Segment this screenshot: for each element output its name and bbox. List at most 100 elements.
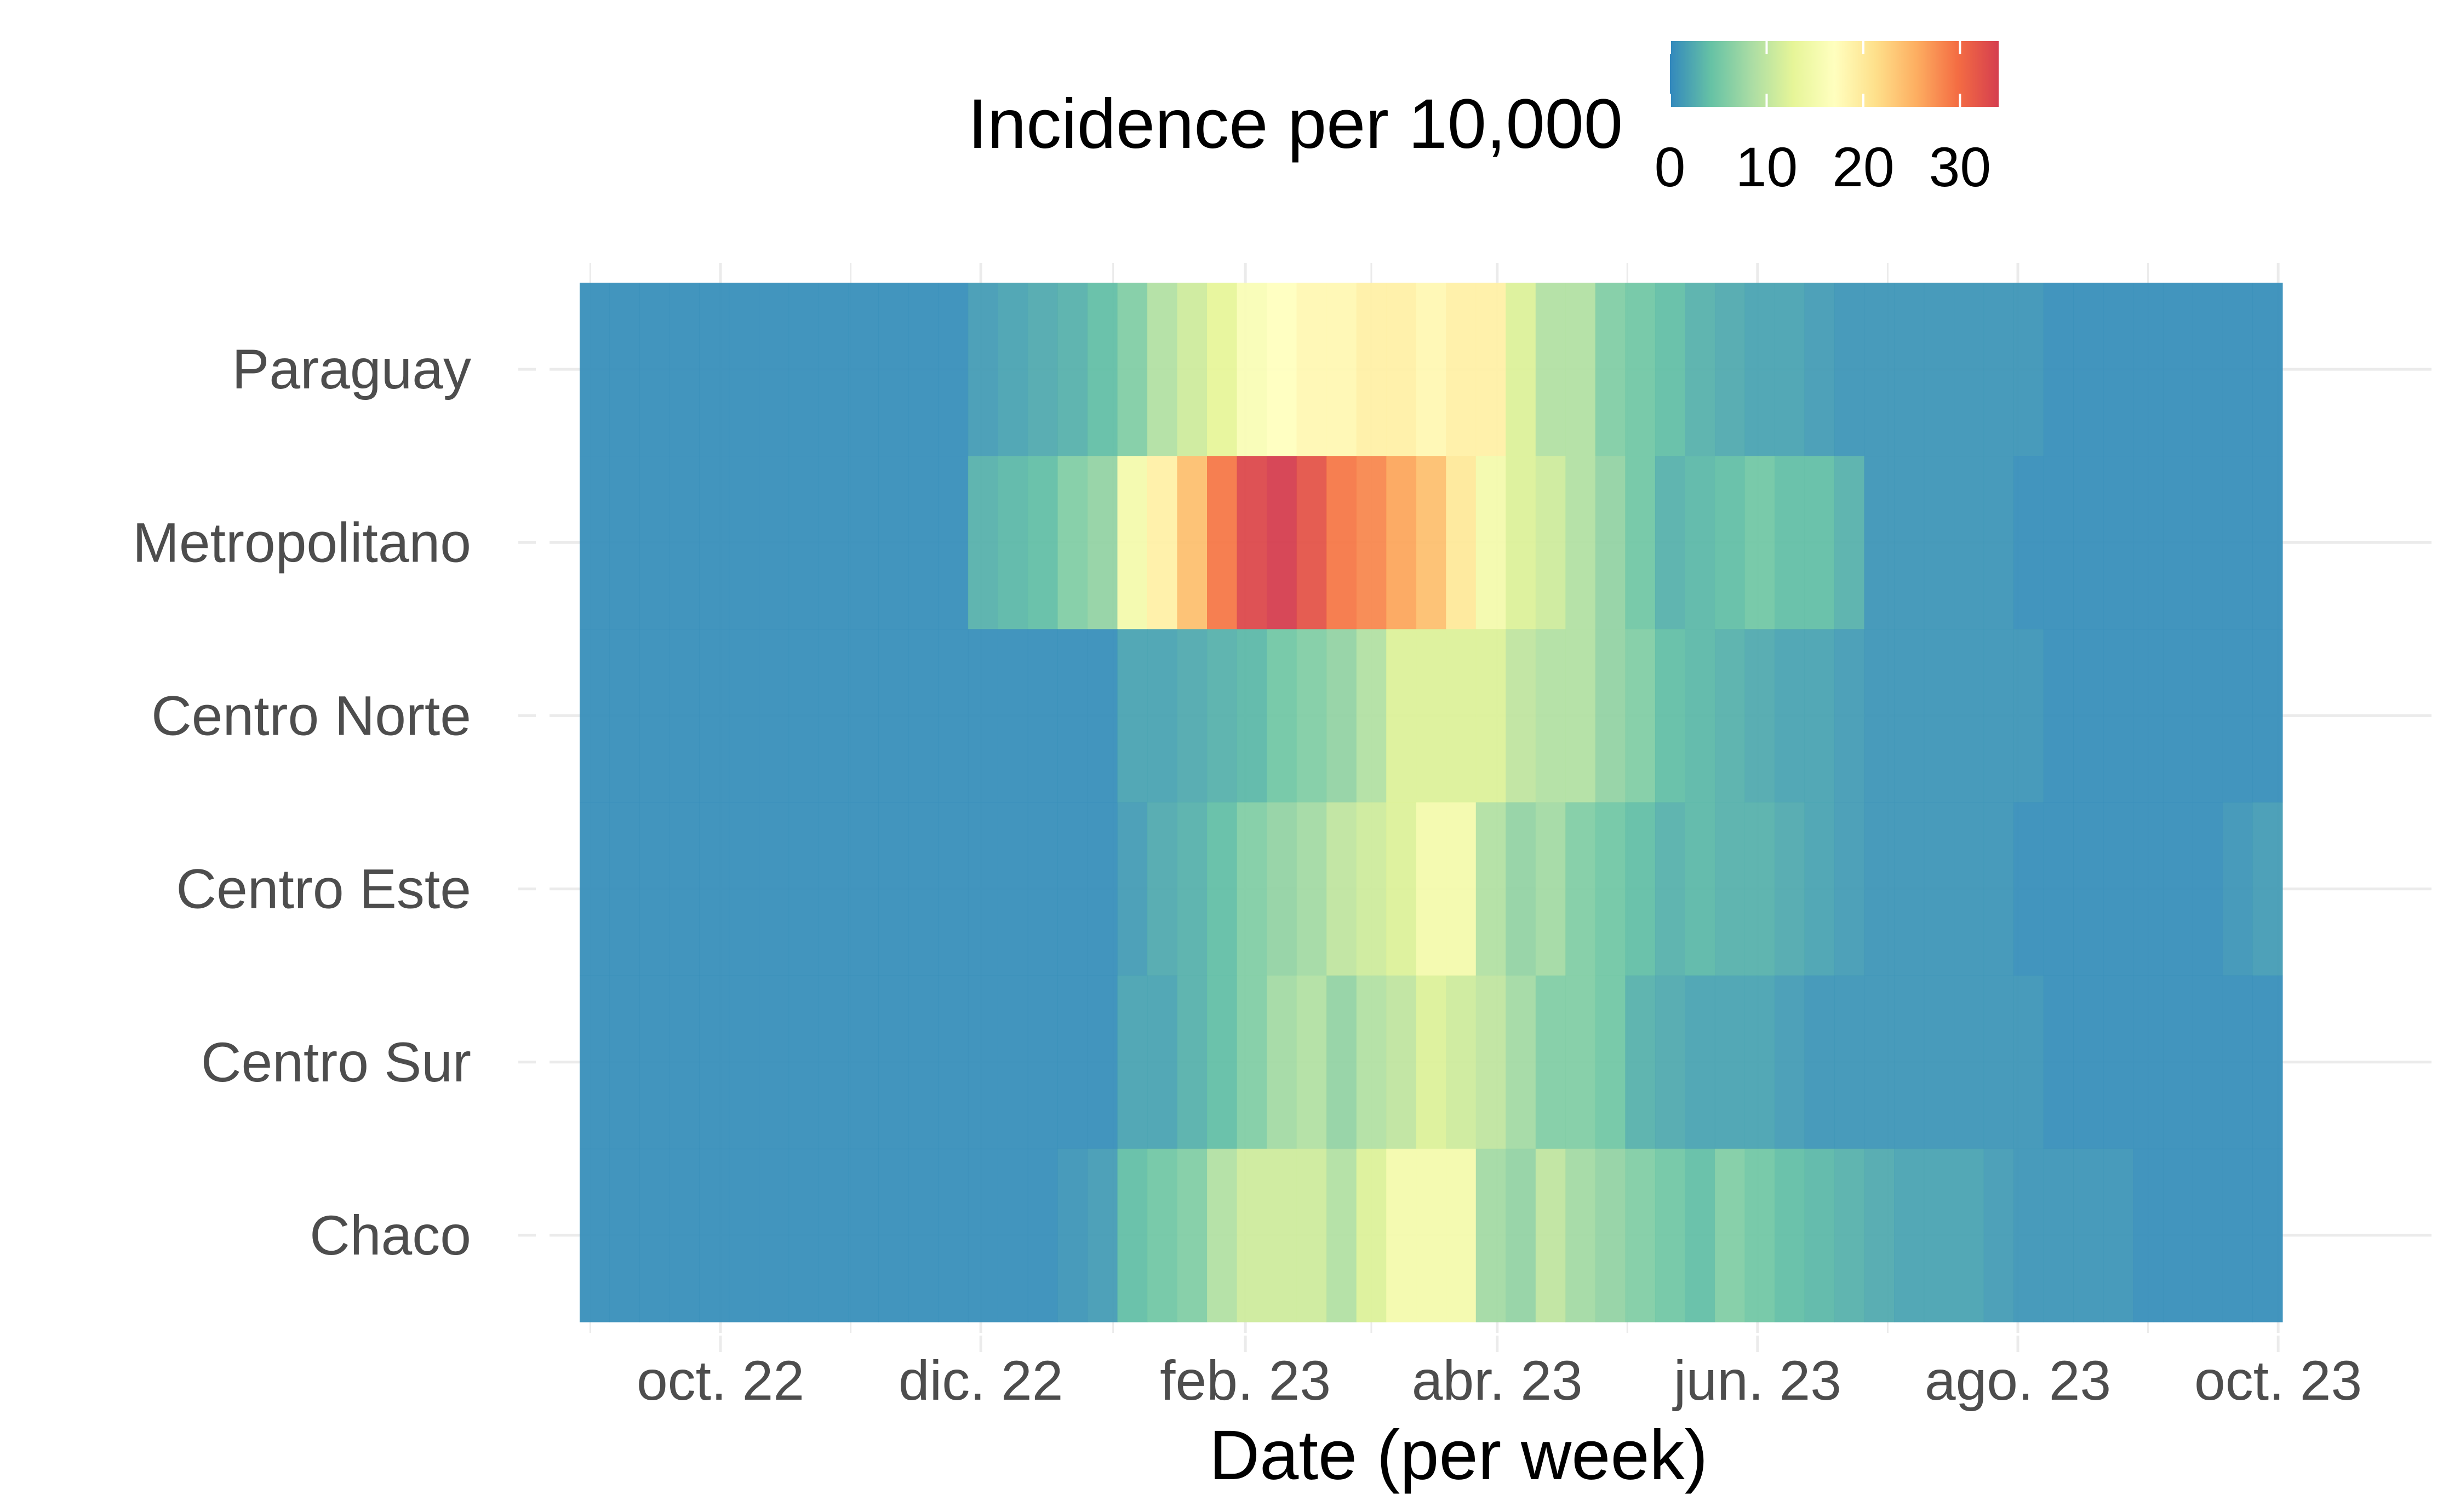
heatmap-cell bbox=[639, 1148, 670, 1322]
heatmap-cell bbox=[669, 975, 700, 1149]
heatmap-cell bbox=[1027, 802, 1059, 976]
heatmap-cell bbox=[1147, 1148, 1178, 1322]
heatmap-cell bbox=[1983, 975, 2014, 1149]
heatmap-cell bbox=[1535, 283, 1566, 456]
heatmap-cell bbox=[1506, 975, 1536, 1149]
heatmap-cell bbox=[1894, 283, 1925, 456]
heatmap-cell bbox=[1744, 283, 1775, 456]
heatmap-cell bbox=[1685, 283, 1715, 456]
heatmap-cell bbox=[1087, 456, 1118, 629]
heatmap-cell bbox=[1117, 1148, 1148, 1322]
heatmap-cell bbox=[759, 283, 789, 456]
heatmap-cell bbox=[998, 802, 1028, 976]
heatmap-cell bbox=[639, 975, 670, 1149]
heatmap-cell bbox=[938, 629, 969, 803]
heatmap-cell bbox=[609, 1148, 640, 1322]
heatmap-cell bbox=[1446, 1148, 1477, 1322]
heatmap-cell bbox=[1057, 802, 1088, 976]
heatmap-cell bbox=[2013, 629, 2044, 803]
heatmap-cell bbox=[1147, 283, 1178, 456]
heatmap-cell bbox=[1057, 283, 1088, 456]
heatmap-cell bbox=[1326, 456, 1357, 629]
heatmap-cell bbox=[1475, 975, 1506, 1149]
heatmap-cell bbox=[1207, 456, 1238, 629]
heatmap-cell bbox=[2043, 456, 2074, 629]
heatmap-cell bbox=[729, 629, 759, 803]
heatmap-cell bbox=[1446, 802, 1477, 976]
heatmap-cell bbox=[759, 802, 789, 976]
heatmap-cell bbox=[1237, 629, 1267, 803]
heatmap-cell bbox=[1386, 629, 1417, 803]
heatmap-cell bbox=[2252, 283, 2283, 456]
heatmap-cell bbox=[2043, 283, 2074, 456]
heatmap-cell bbox=[1207, 802, 1238, 976]
heatmap-cell bbox=[1356, 975, 1387, 1149]
heatmap-cell bbox=[1775, 1148, 1805, 1322]
heatmap-cell bbox=[1416, 1148, 1446, 1322]
heatmap-cell bbox=[1954, 802, 1984, 976]
heatmap-cell bbox=[669, 629, 700, 803]
heatmap-cell bbox=[639, 802, 670, 976]
heatmap-cell bbox=[1775, 283, 1805, 456]
heatmap-cell bbox=[1416, 975, 1446, 1149]
heatmap-cell bbox=[2073, 283, 2104, 456]
y-axis: Paraguay Metropolitano Centro Norte Centro … bbox=[133, 338, 536, 1267]
heatmap-cell bbox=[2073, 456, 2104, 629]
heatmap-cell bbox=[699, 456, 730, 629]
heatmap-cell bbox=[2043, 1148, 2074, 1322]
heatmap-cell bbox=[1326, 802, 1357, 976]
y-tick-label: Metropolitano bbox=[133, 511, 471, 574]
heatmap-cell bbox=[2073, 802, 2104, 976]
heatmap-cell bbox=[1087, 1148, 1118, 1322]
heatmap-cell bbox=[1356, 629, 1387, 803]
heatmap-cell bbox=[938, 802, 969, 976]
heatmap-cell bbox=[1326, 283, 1357, 456]
heatmap-cell bbox=[1744, 456, 1775, 629]
heatmap-cell bbox=[2162, 802, 2193, 976]
heatmap-cell bbox=[1296, 629, 1327, 803]
heatmap-cell bbox=[2252, 629, 2283, 803]
y-tick-label: Paraguay bbox=[232, 338, 471, 400]
heatmap-cell bbox=[1475, 456, 1506, 629]
heatmap-cell bbox=[2252, 802, 2283, 976]
heatmap-cell bbox=[639, 283, 670, 456]
heatmap-cell bbox=[1296, 975, 1327, 1149]
heatmap-cell bbox=[609, 456, 640, 629]
heatmap-cell bbox=[848, 456, 879, 629]
heatmap-cell bbox=[2193, 456, 2223, 629]
heatmap-cell bbox=[908, 975, 939, 1149]
heatmap-cell bbox=[2103, 1148, 2133, 1322]
heatmap-cell bbox=[729, 802, 759, 976]
heatmap-cell bbox=[1267, 802, 1297, 976]
heatmap-cell bbox=[1894, 975, 1925, 1149]
heatmap-cell bbox=[1744, 1148, 1775, 1322]
heatmap-cell bbox=[1207, 975, 1238, 1149]
heatmap-cell bbox=[878, 283, 909, 456]
heatmap-cell bbox=[729, 283, 759, 456]
heatmap-cell bbox=[1475, 1148, 1506, 1322]
heatmap-cell bbox=[1655, 975, 1686, 1149]
heatmap-cell bbox=[1685, 1148, 1715, 1322]
x-tick-label: dic. 22 bbox=[899, 1349, 1063, 1412]
heatmap-tiles bbox=[580, 283, 2283, 1322]
heatmap-cell bbox=[1625, 629, 1656, 803]
heatmap-cell bbox=[788, 629, 819, 803]
heatmap-cell bbox=[1804, 1148, 1835, 1322]
heatmap-cell bbox=[878, 802, 909, 976]
heatmap-cell bbox=[1057, 1148, 1088, 1322]
heatmap-cell bbox=[729, 456, 759, 629]
heatmap-cell bbox=[1267, 975, 1297, 1149]
heatmap-cell bbox=[1744, 629, 1775, 803]
heatmap-cell bbox=[1775, 629, 1805, 803]
heatmap-cell bbox=[1775, 975, 1805, 1149]
heatmap-cell bbox=[1506, 629, 1536, 803]
heatmap-cell bbox=[2162, 456, 2193, 629]
heatmap-cell bbox=[938, 283, 969, 456]
heatmap-cell bbox=[1386, 802, 1417, 976]
heatmap-cell bbox=[1386, 975, 1417, 1149]
heatmap-cell bbox=[1267, 456, 1297, 629]
heatmap-cell bbox=[1386, 456, 1417, 629]
heatmap-cell bbox=[1924, 283, 1954, 456]
heatmap-cell bbox=[819, 283, 849, 456]
heatmap-cell bbox=[1326, 1148, 1357, 1322]
